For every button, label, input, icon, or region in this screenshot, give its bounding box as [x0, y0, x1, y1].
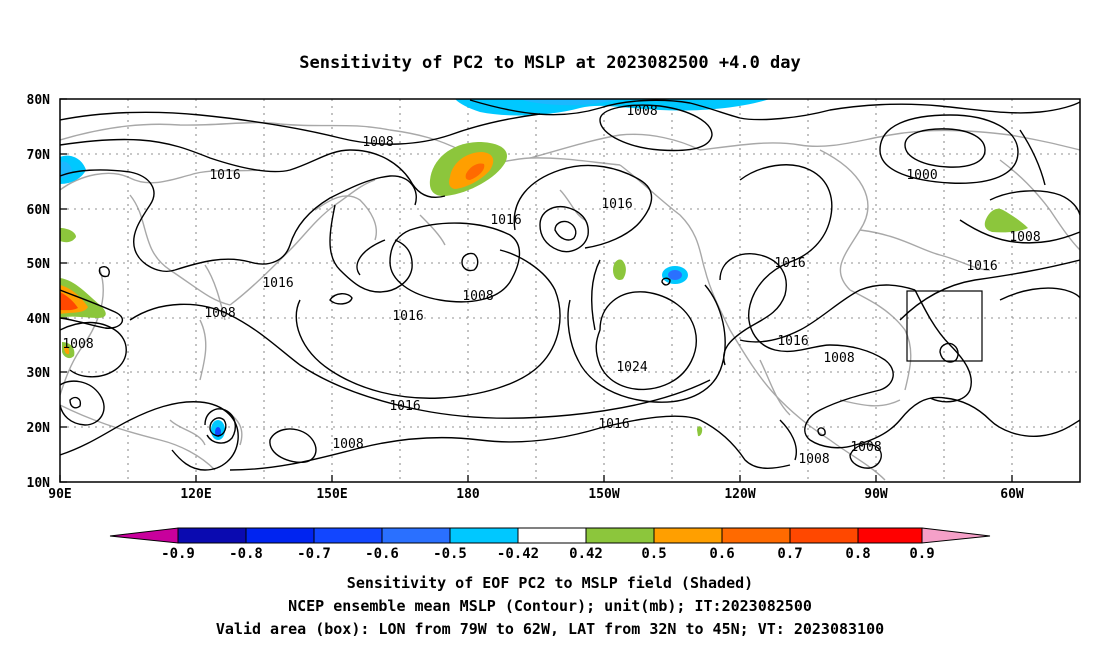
positive-sensitivity-patch: [60, 292, 78, 311]
valid-area-box: [906, 290, 983, 362]
contour-label: 1008: [798, 452, 829, 467]
lon-label: 180: [456, 487, 480, 502]
positive-sensitivity-patch: [465, 163, 485, 180]
lat-label: 70N: [27, 148, 51, 163]
positive-sensitivity-patch: [697, 426, 703, 437]
contour-label: 1016: [774, 256, 805, 271]
colorbar-swatch: [721, 527, 791, 544]
colorbar-label: -0.9: [161, 546, 195, 562]
lat-label: 20N: [27, 421, 51, 436]
colorbar-label: 0.6: [709, 546, 734, 562]
latitude-axis: 80N 70N 60N 50N 40N 30N 20N 10N: [27, 93, 67, 491]
contour-label: 1008: [1009, 230, 1040, 245]
lat-label: 80N: [27, 93, 51, 108]
colorbar-label: -0.7: [297, 546, 331, 562]
sensitivity-shading: [60, 99, 1028, 440]
positive-sensitivity-patch: [64, 346, 70, 355]
contour-label: 1016: [209, 168, 240, 183]
longitude-axis: 90E 120E 150E 180 150W 120W 90W 60W: [48, 475, 1024, 502]
map-frame: [59, 98, 1081, 483]
captions: Sensitivity of EOF PC2 to MSLP field (Sh…: [216, 574, 884, 638]
colorbar-label: -0.8: [229, 546, 263, 562]
colorbar-swatch: [381, 527, 451, 544]
negative-sensitivity-patch: [520, 99, 620, 106]
negative-sensitivity-patch: [215, 427, 221, 437]
caption-line: Sensitivity of EOF PC2 to MSLP field (Sh…: [347, 574, 753, 592]
lon-label: 150E: [316, 487, 347, 502]
contour-label: 1008: [62, 337, 93, 352]
contour-label: 1008: [204, 306, 235, 321]
colorbar-swatch: [921, 527, 991, 544]
lat-label: 50N: [27, 257, 51, 272]
colorbar-swatch: [449, 527, 519, 544]
map-panel: 1008 1008 1016 1016 1016 1016 1008 1016 …: [60, 99, 1080, 482]
colorbar-swatch: [109, 527, 179, 544]
contour-label: 1008: [362, 135, 393, 150]
contour-label: 1008: [626, 104, 657, 119]
contour-label: 1016: [598, 417, 629, 432]
lon-label: 150W: [588, 487, 619, 502]
lon-label: 90E: [48, 487, 71, 502]
lat-label: 10N: [27, 476, 51, 491]
lon-label: 120E: [180, 487, 211, 502]
colorbar-swatch: [177, 527, 247, 544]
colorbar-label: 0.42: [569, 546, 603, 562]
contour-label: 1024: [616, 360, 647, 375]
contour-label: 1016: [601, 197, 632, 212]
lon-label: 120W: [724, 487, 755, 502]
contour-label: 1008: [823, 351, 854, 366]
colorbar-swatch: [857, 527, 923, 544]
colorbar-swatch: [517, 527, 587, 544]
mslp-contours: [60, 99, 1080, 471]
contour-label: 1008: [462, 289, 493, 304]
contour-label: 1008: [332, 437, 363, 452]
colorbar-swatch: [653, 527, 723, 544]
colorbar-labels: -0.9 -0.8 -0.7 -0.6 -0.5 -0.42 0.42 0.5 …: [161, 546, 935, 562]
grid-lines: [60, 99, 1080, 482]
colorbar-label: -0.42: [497, 546, 539, 562]
contour-label: 1016: [262, 276, 293, 291]
figure-title: Sensitivity of PC2 to MSLP at 2023082500…: [299, 53, 801, 73]
lon-label: 90W: [864, 487, 888, 502]
colorbar-swatch: [245, 527, 315, 544]
caption-line: NCEP ensemble mean MSLP (Contour); unit(…: [288, 597, 812, 615]
colorbar: [109, 527, 991, 544]
colorbar-label: 0.5: [641, 546, 666, 562]
colorbar-swatch: [313, 527, 383, 544]
colorbar-swatch: [585, 527, 655, 544]
colorbar-label: 0.8: [845, 546, 870, 562]
coastlines: [60, 121, 1080, 481]
contour-label: 1016: [392, 309, 423, 324]
positive-sensitivity-patch: [613, 259, 626, 280]
colorbar-label: 0.7: [777, 546, 802, 562]
colorbar-label: 0.9: [909, 546, 934, 562]
positive-sensitivity-patch: [60, 228, 76, 243]
caption-line: Valid area (box): LON from 79W to 62W, L…: [216, 620, 884, 638]
lat-label: 60N: [27, 203, 51, 218]
contour-label: 1016: [777, 334, 808, 349]
negative-sensitivity-patch: [60, 161, 72, 178]
contour-label: 1016: [389, 399, 420, 414]
contour-label: 1000: [906, 168, 937, 183]
contour-label: 1016: [490, 213, 521, 228]
contour-labels: 1008 1008 1016 1016 1016 1016 1008 1016 …: [62, 104, 1040, 467]
lat-label: 40N: [27, 312, 51, 327]
colorbar-label: -0.6: [365, 546, 399, 562]
lat-label: 30N: [27, 366, 51, 381]
contour-label: 1008: [850, 440, 881, 455]
negative-sensitivity-patch: [668, 270, 682, 280]
colorbar-swatch: [789, 527, 859, 544]
lon-label: 60W: [1000, 487, 1024, 502]
colorbar-label: -0.5: [433, 546, 467, 562]
contour-label: 1016: [966, 259, 997, 274]
positive-sensitivity-patch: [984, 208, 1028, 233]
